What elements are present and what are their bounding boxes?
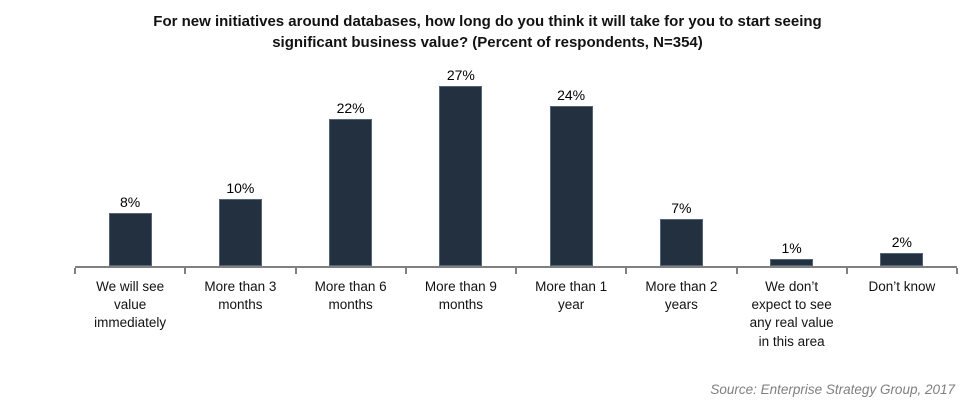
plot-area: 8% 10% 22% 27% 24% 7% 1% 2% We will see value i… [74, 62, 958, 351]
bar [770, 259, 814, 266]
bar-column: 27% [406, 67, 516, 266]
bar [108, 213, 152, 266]
category-label: We don’t expect to see any real value in… [749, 279, 834, 349]
category-label: More than 3 months [204, 279, 277, 313]
axis-tick [956, 268, 958, 274]
category-label: More than 2 years [645, 279, 718, 313]
bar-value-label: 27% [446, 67, 475, 83]
x-axis-line [75, 266, 957, 268]
category-label: More than 6 months [314, 279, 387, 313]
category-label: More than 1 year [535, 279, 608, 313]
bar [549, 106, 593, 266]
axis-tick [515, 268, 517, 274]
bar-column: 2% [847, 234, 957, 266]
axis-tick [845, 268, 848, 274]
axis-tick [294, 268, 297, 274]
chart-title: For new initiatives around databases, ho… [38, 11, 938, 53]
bar-column: 8% [75, 194, 185, 266]
bar-value-label: 2% [891, 234, 912, 250]
chart-title-line-2: significant business value? (Percent of … [272, 34, 703, 51]
bar [659, 219, 703, 266]
bar-column: 7% [626, 200, 736, 266]
bar-value-label: 7% [671, 200, 692, 216]
bar-value-label: 24% [557, 87, 586, 103]
category-labels-row: We will see value immediately More than 3… [75, 278, 957, 351]
bar [439, 86, 483, 266]
chart-title-line-1: For new initiatives around databases, ho… [153, 13, 822, 30]
bar [218, 199, 262, 266]
x-axis [74, 266, 958, 274]
category-label: We will see value immediately [94, 279, 167, 331]
bar-column: 1% [737, 240, 847, 266]
bar-value-label: 22% [336, 100, 365, 116]
axis-tick [184, 268, 187, 274]
category-label: More than 9 months [424, 279, 497, 313]
bar-value-label: 10% [226, 180, 255, 196]
axis-tick [74, 268, 76, 274]
axis-tick [625, 268, 628, 274]
axis-tick [735, 268, 738, 274]
bar-column: 10% [185, 180, 295, 266]
bar [880, 253, 924, 266]
axis-tick [404, 268, 407, 274]
bar [329, 119, 373, 266]
source-caption: Source: Enterprise Strategy Group, 2017 [710, 382, 955, 397]
bar-value-label: 1% [781, 240, 802, 256]
bars-row: 8% 10% 22% 27% 24% 7% 1% 2% [75, 62, 957, 266]
bar-column: 22% [296, 100, 406, 266]
bar-value-label: 8% [120, 194, 141, 210]
category-label: Don’t know [868, 279, 936, 294]
bar-column: 24% [516, 87, 626, 266]
